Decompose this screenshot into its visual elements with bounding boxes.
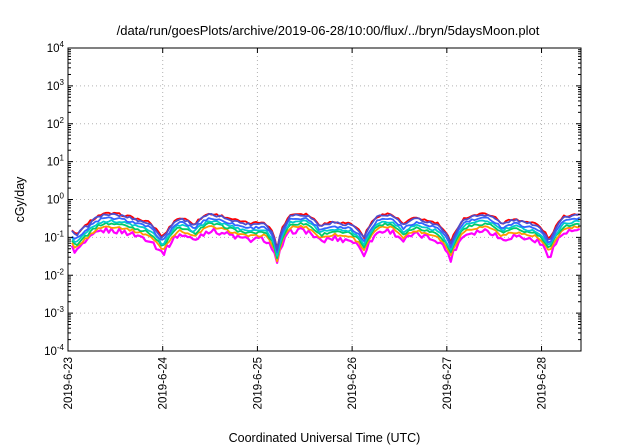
- series-line: [70, 226, 581, 264]
- grid: [67, 48, 581, 351]
- chart-title: /data/run/goesPlots/archive/2019-06-28/1…: [117, 23, 540, 38]
- x-tick-label: 2019-6-23: [63, 357, 75, 409]
- x-tick-label: 2019-6-28: [537, 357, 549, 409]
- y-tick-label: 100: [47, 192, 65, 207]
- y-tick-label: 10-1: [44, 229, 64, 244]
- y-tick-label: 103: [47, 78, 65, 93]
- y-tick-label: 101: [47, 154, 65, 169]
- x-tick-label: 2019-6-27: [442, 357, 454, 409]
- x-tick-label: 2019-6-25: [252, 357, 264, 409]
- series-line: [71, 221, 580, 260]
- y-tick-label: 10-3: [44, 305, 64, 320]
- y-tick-label: 10-2: [44, 267, 64, 282]
- series-line: [71, 224, 580, 263]
- y-axis-label: cGy/day: [13, 176, 27, 223]
- x-tick-label: 2019-6-24: [158, 356, 170, 409]
- y-tick-label: 104: [47, 40, 65, 55]
- x-axis: 2019-6-23 2019-6-24 2019-6-25 2019-6-26 2019…: [63, 48, 549, 409]
- y-axis: 10-4 10-3 10-2 10-1 100 101 102 103 104: [44, 40, 581, 358]
- y-tick-label: 102: [47, 116, 65, 131]
- y-tick-label: 10-4: [44, 343, 64, 358]
- x-tick-label: 2019-6-26: [347, 357, 359, 409]
- series-line: [71, 216, 581, 254]
- x-axis-label: Coordinated Universal Time (UTC): [229, 431, 421, 445]
- series-line: [71, 212, 580, 251]
- series-group: [70, 211, 581, 264]
